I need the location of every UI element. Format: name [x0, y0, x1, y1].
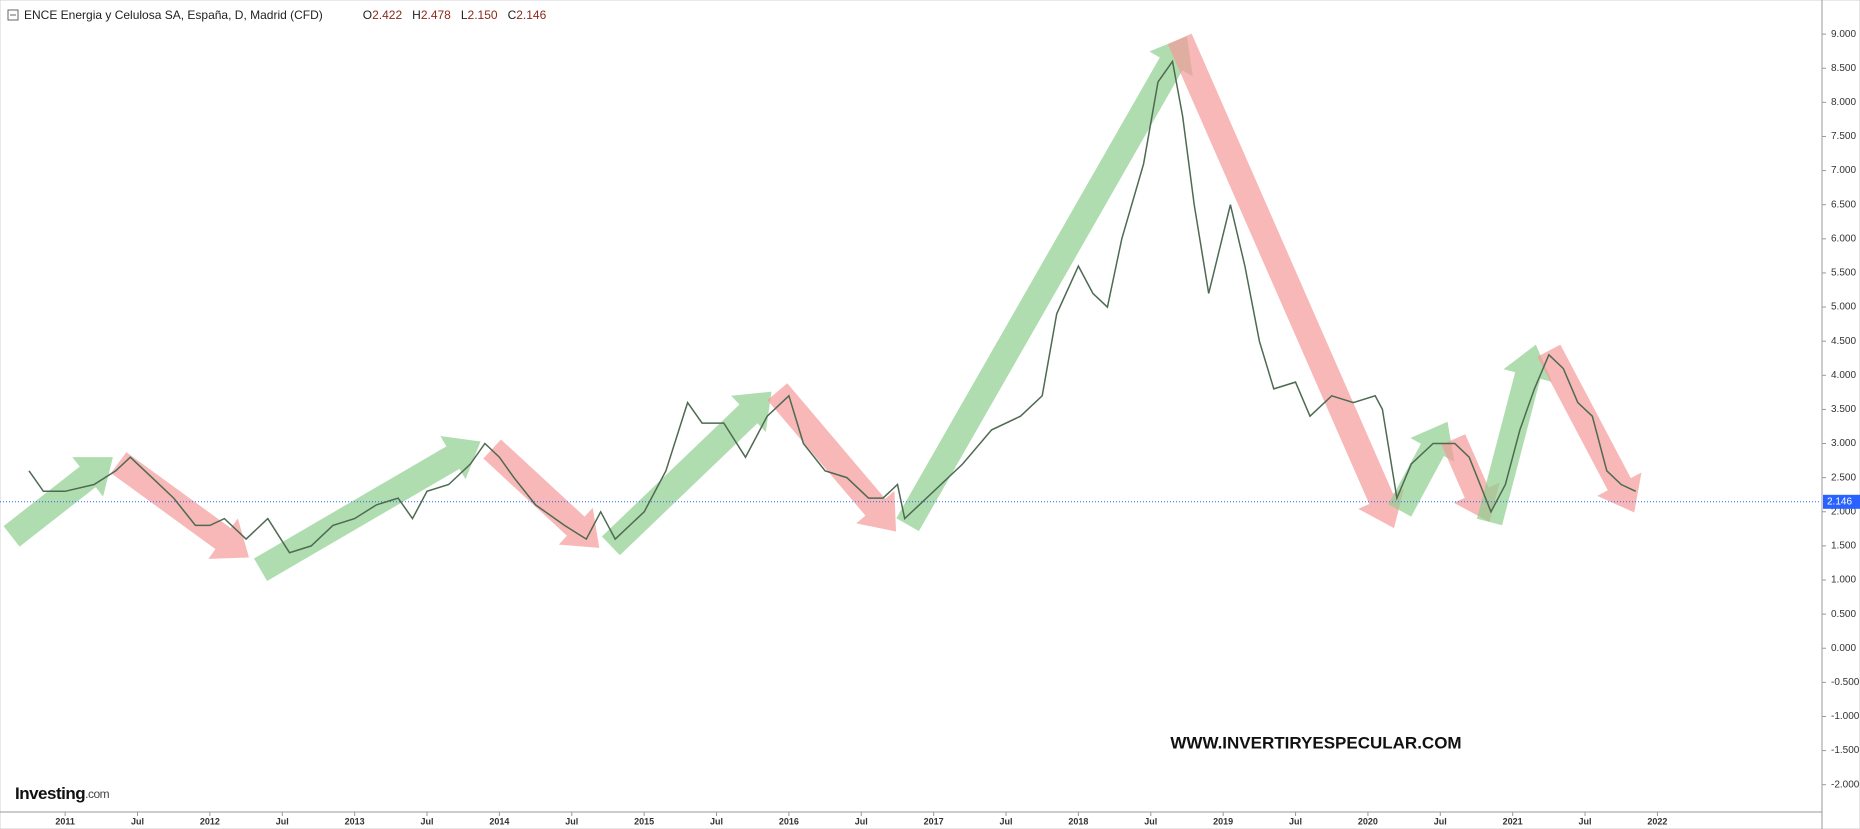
logo: Investing.com [15, 784, 110, 803]
y-tick-label: 4.000 [1831, 370, 1856, 381]
y-tick-label: -0.500 [1831, 677, 1860, 688]
collapse-icon[interactable] [7, 9, 19, 21]
y-tick-label: 1.500 [1831, 541, 1856, 552]
x-tick-label: 2012 [200, 816, 220, 826]
x-tick-label: Jul [1579, 816, 1592, 826]
x-tick-label: Jul [1000, 816, 1013, 826]
y-tick-label: 2.000 [1831, 506, 1856, 517]
chart-title: ENCE Energia y Celulosa SA, España, D, M… [24, 8, 323, 22]
y-tick-label: 6.000 [1831, 233, 1856, 244]
y-tick-label: 5.000 [1831, 302, 1856, 313]
y-tick-label: 0.500 [1831, 609, 1856, 620]
x-tick-label: 2016 [779, 816, 799, 826]
y-tick-label: -1.000 [1831, 711, 1860, 722]
last-price-tag [1823, 494, 1860, 509]
y-tick-label: 5.500 [1831, 268, 1856, 279]
x-tick-label: 2015 [634, 816, 654, 826]
y-tick-label: 0.000 [1831, 643, 1856, 654]
ohlc-value: 2.478 [421, 8, 451, 22]
y-tick-label: 7.000 [1831, 165, 1856, 176]
ohlc-value: 2.146 [516, 8, 546, 22]
y-tick-label: 6.500 [1831, 199, 1856, 210]
x-tick-label: Jul [1289, 816, 1302, 826]
x-tick-label: Jul [276, 816, 289, 826]
x-tick-label: Jul [421, 816, 434, 826]
x-tick-label: Jul [855, 816, 868, 826]
y-tick-label: 9.000 [1831, 29, 1856, 40]
x-tick-label: Jul [1144, 816, 1157, 826]
y-tick-label: 4.500 [1831, 336, 1856, 347]
x-tick-label: Jul [710, 816, 723, 826]
y-tick-label: 2.500 [1831, 472, 1856, 483]
header: ENCE Energia y Celulosa SA, España, D, M… [24, 8, 547, 22]
x-tick-label: Jul [565, 816, 578, 826]
x-tick-label: Jul [131, 816, 144, 826]
price-line [28, 59, 1637, 554]
y-tick-label: -2.000 [1831, 779, 1860, 790]
y-tick-label: 8.500 [1831, 63, 1856, 74]
x-tick-label: 2014 [489, 816, 509, 826]
logo-main: Investing [15, 784, 85, 803]
last-price-label: 2.146 [1827, 496, 1852, 507]
trend-arrow [1388, 421, 1455, 517]
y-tick-label: -1.500 [1831, 745, 1860, 756]
x-tick-label: 2011 [55, 816, 75, 826]
ohlc-key: L [461, 8, 468, 22]
x-tick-label: Jul [1434, 816, 1447, 826]
x-tick-label: 2013 [345, 816, 365, 826]
trend-arrow [1537, 344, 1642, 513]
trend-arrow [1476, 344, 1552, 526]
x-tick-label: 2020 [1358, 816, 1378, 826]
ohlc-key: H [412, 8, 421, 22]
x-tick-label: 2017 [924, 816, 944, 826]
ohlc-value: 2.150 [468, 8, 498, 22]
trend-arrow [483, 439, 600, 548]
trend-arrow [254, 436, 481, 581]
y-tick-label: 3.500 [1831, 404, 1856, 415]
watermark: WWW.INVERTIRYESPECULAR.COM [1170, 733, 1461, 752]
y-tick-label: 8.000 [1831, 97, 1856, 108]
trend-arrow [896, 36, 1193, 532]
y-tick-label: 1.000 [1831, 575, 1856, 586]
ohlc-key: C [508, 8, 517, 22]
x-tick-label: 2021 [1503, 816, 1523, 826]
ohlc-key: O [363, 8, 372, 22]
y-tick-label: 3.000 [1831, 438, 1856, 449]
x-tick-label: 2019 [1213, 816, 1233, 826]
ohlc-value: 2.422 [372, 8, 402, 22]
y-tick-label: 7.500 [1831, 131, 1856, 142]
trend-arrow [3, 457, 113, 547]
x-tick-label: 2022 [1647, 816, 1667, 826]
x-tick-label: 2018 [1068, 816, 1088, 826]
trend-arrow [1167, 33, 1405, 529]
logo-suffix: .com [85, 787, 110, 801]
